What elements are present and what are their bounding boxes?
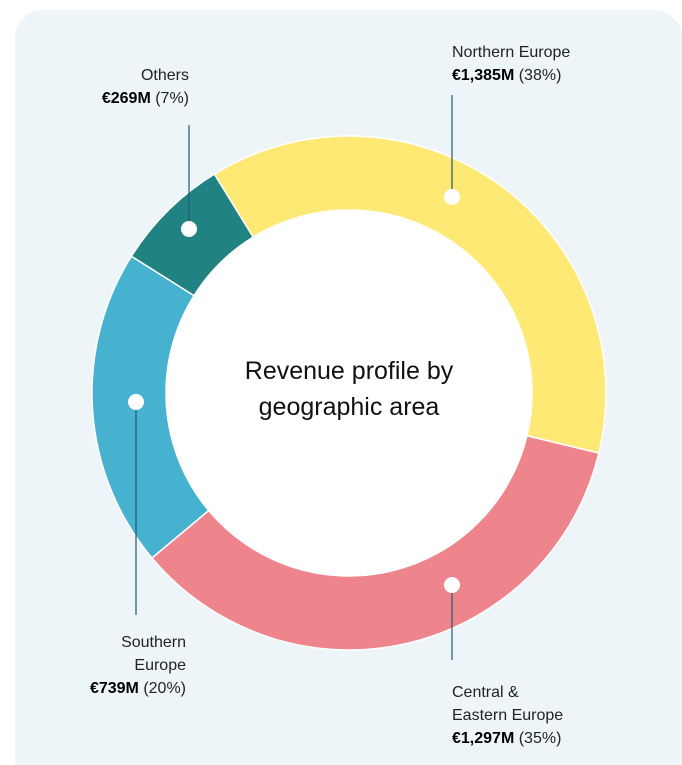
slice-label: Central & Eastern Europe €1,297M (35%) (452, 681, 577, 750)
value-label: €739M (89, 680, 139, 697)
share-label: (35%) (518, 730, 562, 747)
category-label: Southern Europe (121, 634, 186, 674)
value-row: €1,385M (38%) (452, 64, 652, 87)
leader-dot (128, 394, 144, 410)
leader-dot (444, 189, 460, 205)
category-label: Others (140, 67, 189, 84)
chart-title: Revenue profile by geographic area (244, 357, 454, 421)
slice-label: Southern Europe €739M (20%) (86, 631, 186, 700)
value-row: €1,297M (35%) (452, 727, 577, 750)
donut-slice (213, 135, 607, 454)
share-label: (38%) (518, 67, 562, 84)
value-row: €739M (20%) (86, 677, 186, 700)
value-label: €1,297M (452, 730, 515, 747)
share-label: (20%) (143, 680, 186, 697)
value-label: €1,385M (452, 67, 515, 84)
category-label: Central & Eastern Europe (452, 684, 564, 724)
slice-label: Others €269M (7%) (29, 64, 189, 110)
category-label: Northern Europe (452, 44, 571, 61)
donut-hole (167, 211, 531, 575)
value-label: €269M (101, 90, 151, 107)
leader-dot (181, 221, 197, 237)
share-label: (7%) (155, 90, 189, 107)
value-row: €269M (7%) (29, 87, 189, 110)
slice-label: Northern Europe €1,385M (38%) (452, 41, 652, 87)
leader-dot (444, 577, 460, 593)
donut-slice (150, 434, 600, 651)
